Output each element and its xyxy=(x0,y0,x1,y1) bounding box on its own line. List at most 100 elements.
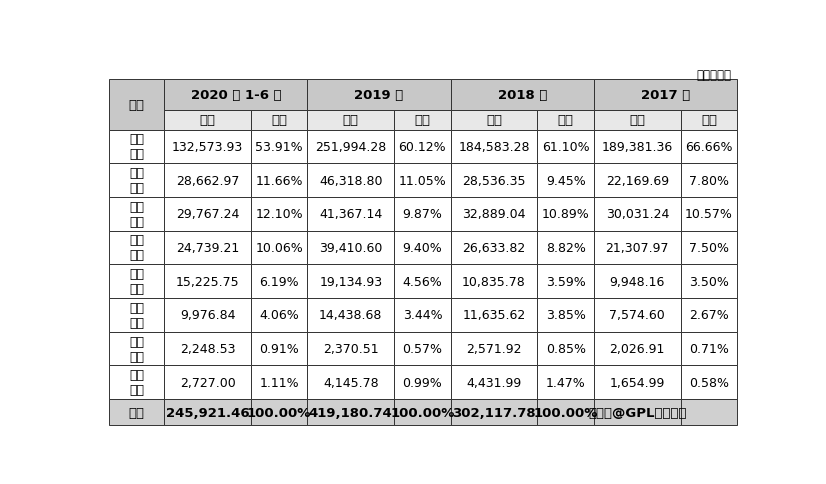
Text: 4.56%: 4.56% xyxy=(402,275,442,288)
Bar xyxy=(110,130,164,164)
Text: 251,994.28: 251,994.28 xyxy=(316,141,387,153)
Bar xyxy=(594,265,681,299)
Text: 线上
销售: 线上 销售 xyxy=(130,368,145,396)
Text: 26,633.82: 26,633.82 xyxy=(463,242,525,255)
Bar xyxy=(451,365,538,399)
Text: 11,635.62: 11,635.62 xyxy=(463,309,525,322)
Bar xyxy=(538,332,594,365)
Bar xyxy=(538,130,594,164)
Bar xyxy=(164,130,251,164)
Bar xyxy=(110,79,164,130)
Bar xyxy=(394,399,451,425)
Bar xyxy=(110,399,164,425)
Bar xyxy=(681,197,737,231)
Bar xyxy=(538,299,594,332)
Bar xyxy=(251,130,307,164)
Text: 金额: 金额 xyxy=(629,114,645,127)
Text: 7.50%: 7.50% xyxy=(689,242,729,255)
Bar xyxy=(251,164,307,197)
Bar xyxy=(451,130,538,164)
Text: 广东
区域: 广东 区域 xyxy=(130,133,145,161)
Bar xyxy=(538,265,594,299)
Text: 0.91%: 0.91% xyxy=(259,342,299,355)
Text: 1,654.99: 1,654.99 xyxy=(610,376,665,389)
Bar xyxy=(164,79,307,110)
Bar xyxy=(307,365,394,399)
Bar xyxy=(164,365,251,399)
Bar xyxy=(251,399,307,425)
Bar xyxy=(164,399,251,425)
Bar xyxy=(307,164,394,197)
Bar xyxy=(394,365,451,399)
Text: 3.85%: 3.85% xyxy=(546,309,586,322)
Bar xyxy=(451,110,538,130)
Text: 1.11%: 1.11% xyxy=(259,376,299,389)
Text: 11.05%: 11.05% xyxy=(398,174,446,187)
Text: 4,145.78: 4,145.78 xyxy=(323,376,378,389)
Bar xyxy=(681,399,737,425)
Text: 245,921.46: 245,921.46 xyxy=(166,406,249,419)
Text: 12.10%: 12.10% xyxy=(255,208,303,221)
Text: 53.91%: 53.91% xyxy=(255,141,303,153)
Bar xyxy=(538,110,594,130)
Bar xyxy=(681,265,737,299)
Text: 2,248.53: 2,248.53 xyxy=(180,342,235,355)
Text: 184,583.28: 184,583.28 xyxy=(458,141,529,153)
Text: 金额: 金额 xyxy=(343,114,358,127)
Text: 10,835.78: 10,835.78 xyxy=(463,275,526,288)
Text: 100.00%: 100.00% xyxy=(390,406,454,419)
Text: 3.50%: 3.50% xyxy=(689,275,729,288)
Bar xyxy=(307,399,394,425)
Text: 28,536.35: 28,536.35 xyxy=(463,174,526,187)
Bar xyxy=(307,130,394,164)
Bar xyxy=(594,197,681,231)
Text: 0.58%: 0.58% xyxy=(689,376,729,389)
Text: 132,573.93: 132,573.93 xyxy=(172,141,243,153)
Bar xyxy=(110,265,164,299)
Bar xyxy=(394,265,451,299)
Bar xyxy=(110,164,164,197)
Bar xyxy=(594,231,681,265)
Bar xyxy=(307,197,394,231)
Text: 2020 年 1-6 月: 2020 年 1-6 月 xyxy=(191,89,281,102)
Bar xyxy=(594,332,681,365)
Bar xyxy=(594,130,681,164)
Text: 32,889.04: 32,889.04 xyxy=(463,208,526,221)
Bar xyxy=(681,332,737,365)
Text: 占比: 占比 xyxy=(271,114,287,127)
Bar xyxy=(110,197,164,231)
Text: 10.89%: 10.89% xyxy=(542,208,590,221)
Text: 区域: 区域 xyxy=(129,98,145,111)
Text: 搜狐号@GPL牛牛财经: 搜狐号@GPL牛牛财经 xyxy=(588,406,686,419)
Bar xyxy=(594,79,737,110)
Text: 3.59%: 3.59% xyxy=(546,275,586,288)
Text: 2018 年: 2018 年 xyxy=(497,89,547,102)
Bar xyxy=(164,231,251,265)
Text: 占比: 占比 xyxy=(415,114,430,127)
Bar xyxy=(681,110,737,130)
Text: 100.00%: 100.00% xyxy=(247,406,311,419)
Bar xyxy=(594,399,681,425)
Bar xyxy=(681,299,737,332)
Bar xyxy=(681,130,737,164)
Bar xyxy=(307,79,451,110)
Bar xyxy=(251,332,307,365)
Text: 60.12%: 60.12% xyxy=(399,141,446,153)
Text: 1.47%: 1.47% xyxy=(546,376,586,389)
Text: 41,367.14: 41,367.14 xyxy=(319,208,382,221)
Bar xyxy=(394,130,451,164)
Bar xyxy=(394,231,451,265)
Text: 21,307.97: 21,307.97 xyxy=(605,242,669,255)
Text: 华东
区域: 华东 区域 xyxy=(130,234,145,262)
Text: 100.00%: 100.00% xyxy=(534,406,598,419)
Text: 2019 年: 2019 年 xyxy=(354,89,404,102)
Text: 189,381.36: 189,381.36 xyxy=(601,141,673,153)
Text: 2,727.00: 2,727.00 xyxy=(180,376,235,389)
Text: 7.80%: 7.80% xyxy=(689,174,729,187)
Bar xyxy=(451,164,538,197)
Bar xyxy=(594,110,681,130)
Text: 9,976.84: 9,976.84 xyxy=(180,309,235,322)
Text: 8.82%: 8.82% xyxy=(546,242,586,255)
Bar xyxy=(164,110,251,130)
Bar xyxy=(538,197,594,231)
